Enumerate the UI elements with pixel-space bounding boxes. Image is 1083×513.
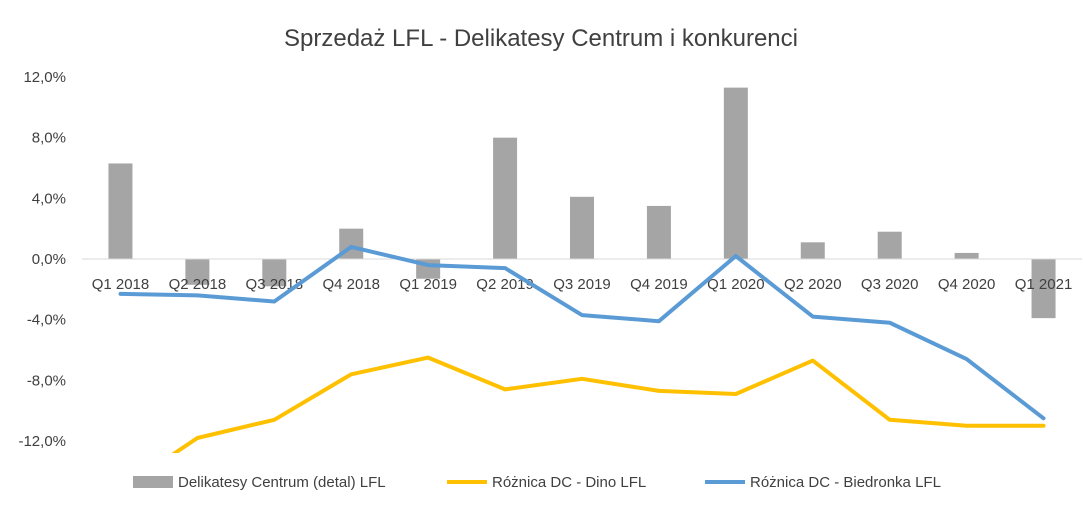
- x-tick-label: Q3 2019: [553, 276, 611, 293]
- bar: [723, 87, 748, 259]
- x-tick-label: Q4 2020: [938, 276, 996, 293]
- bar: [570, 196, 594, 259]
- bar: [877, 231, 902, 259]
- x-tick-label: Q1 2020: [707, 276, 765, 293]
- y-tick-label: -8,0%: [27, 372, 66, 389]
- line-series: [118, 244, 1046, 453]
- x-tick-label: Q4 2018: [322, 276, 380, 293]
- chart-title: Sprzedaż LFL - Delikatesy Centrum i konk…: [284, 25, 798, 52]
- legend-swatch: [133, 476, 173, 488]
- y-axis: 12,0% 8,0% 4,0% 0,0% -4,0% -8,0% -12,0%: [18, 69, 66, 450]
- y-tick-label: 12,0%: [23, 69, 66, 86]
- bar: [262, 259, 287, 287]
- y-tick-label: 0,0%: [32, 251, 66, 268]
- bar: [493, 137, 518, 259]
- y-tick-label: -12,0%: [18, 433, 66, 450]
- series-line: [171, 355, 1046, 453]
- legend: Delikatesy Centrum (detal) LFL Różnica DC…: [133, 474, 941, 491]
- y-tick-label: 8,0%: [32, 130, 66, 147]
- x-tick-label: Q1 2021: [1015, 276, 1073, 293]
- bar: [108, 163, 133, 259]
- x-tick-label: Q4 2019: [630, 276, 688, 293]
- legend-label: Różnica DC - Biedronka LFL: [750, 474, 941, 491]
- x-tick-label: Q2 2018: [169, 276, 227, 293]
- x-tick-label: Q1 2018: [92, 276, 150, 293]
- x-tick-label: Q2 2019: [476, 276, 534, 293]
- bar: [646, 205, 671, 259]
- y-tick-label: -4,0%: [27, 312, 66, 329]
- bar: [954, 252, 979, 259]
- y-tick-label: 4,0%: [32, 190, 66, 207]
- x-tick-label: Q1 2019: [399, 276, 457, 293]
- x-tick-label: Q3 2018: [246, 276, 304, 293]
- legend-label: Delikatesy Centrum (detal) LFL: [178, 474, 386, 491]
- x-axis-labels: Q1 2018 Q2 2018 Q3 2018 Q4 2018 Q1 2019 Q2 20…: [92, 276, 1073, 293]
- legend-label: Różnica DC - Dino LFL: [492, 474, 646, 491]
- bar: [185, 259, 210, 285]
- x-tick-label: Q2 2020: [784, 276, 842, 293]
- bar: [1031, 259, 1056, 319]
- series-line: [118, 244, 1046, 421]
- bar: [800, 242, 825, 259]
- x-tick-label: Q3 2020: [861, 276, 919, 293]
